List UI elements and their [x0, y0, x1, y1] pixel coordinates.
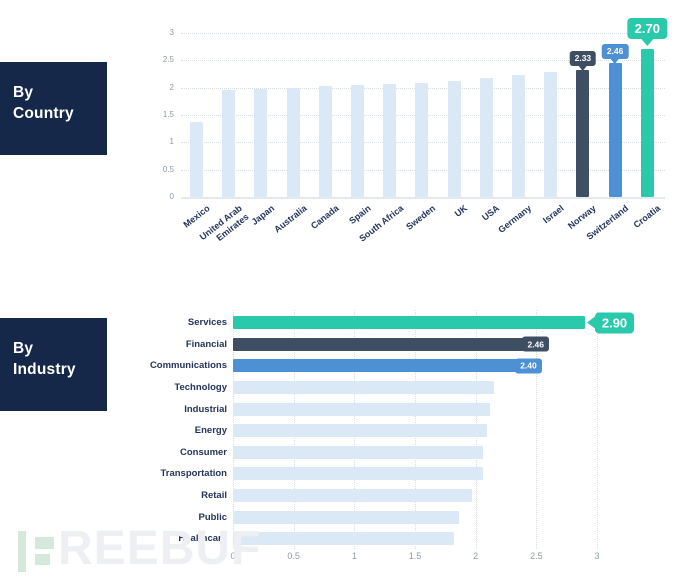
bar-israel: [544, 72, 558, 197]
country-bar-chart: 0 0.5 1 1.5 2 2.5 3 Mexico United Arab Emirates J…: [0, 0, 690, 290]
industry-bar-chart: 0 0.5 1 1.5 2 2.5 3 Services 2.90 Financial 2.46 Co…: [0, 290, 690, 581]
x-axis-tick-label: 3: [594, 551, 600, 561]
badge-pointer-down: [611, 58, 620, 64]
x-axis-line: [181, 197, 665, 199]
freebuf-watermark-text: REEBUF: [58, 522, 262, 575]
y-category-label-financial: Financial: [185, 338, 227, 350]
value-badge-text: 2.33: [569, 50, 597, 66]
x-axis-tick-label: 1: [351, 551, 357, 561]
gridline: [181, 33, 665, 34]
bar-public: [233, 510, 459, 524]
badge-pointer-left: [509, 361, 516, 370]
badge-pointer-down: [578, 65, 587, 71]
value-badge-text: 2.40: [515, 358, 542, 374]
y-axis-tick-label: 2: [169, 82, 174, 92]
freebuf-watermark: REEBUF: [16, 522, 260, 580]
x-category-label-australia: Australia: [271, 203, 309, 235]
bar-transportation: [233, 467, 483, 481]
x-category-label-spain: Spain: [347, 203, 373, 226]
bar-germany: [512, 75, 525, 197]
section-title-line: Industry: [13, 360, 76, 378]
value-badge-services: 2.90: [586, 312, 635, 333]
bar-canada: [318, 86, 332, 197]
gridline: [536, 310, 538, 549]
y-category-label-public: Public: [198, 511, 227, 523]
x-category-label-germany: Germany: [496, 203, 534, 235]
badge-pointer-left: [516, 340, 523, 349]
y-axis-tick-label: 1: [169, 137, 174, 147]
badge-pointer-left: [586, 316, 595, 329]
value-badge-switzerland: 2.46: [601, 43, 629, 64]
x-category-label-uk: UK: [452, 203, 470, 219]
y-axis-tick-label: 0: [169, 192, 174, 201]
bar-uk: [447, 80, 461, 197]
y-category-label-industrial: Industrial: [184, 403, 227, 415]
bar-services: [233, 316, 585, 329]
bar-industrial: [233, 402, 491, 416]
value-badge-text: 2.90: [594, 312, 635, 333]
x-axis-tick-label: 1.5: [408, 551, 422, 561]
bar-usa: [479, 77, 493, 197]
bar-united-arab-emirates: [222, 90, 236, 197]
value-badge-text: 2.46: [522, 336, 550, 352]
bar-japan: [254, 88, 268, 197]
value-badge-text: 2.46: [601, 43, 629, 59]
value-badge-financial: 2.46: [516, 336, 550, 352]
bar-communications: [233, 359, 525, 373]
x-category-label-usa: USA: [480, 203, 502, 223]
section-title-line: By: [13, 340, 34, 357]
bar-spain: [351, 84, 364, 197]
bar-australia: [286, 87, 300, 197]
y-axis-tick-label: 0.5: [162, 164, 174, 174]
x-axis-tick-label: 2.5: [530, 551, 543, 561]
bar-financial: [233, 337, 532, 351]
bar-technology: [233, 380, 494, 394]
value-badge-communications: 2.40: [509, 358, 542, 374]
x-axis-tick-label: 2: [473, 551, 479, 561]
bar-mexico: [190, 121, 203, 197]
x-category-label-croatia: Croatia: [631, 203, 663, 230]
bar-south-africa: [383, 83, 397, 197]
badge-pointer-down: [641, 39, 654, 47]
x-axis-tick-label: 0: [230, 551, 236, 561]
bar-sweden: [415, 83, 429, 197]
bar-healthcare: [233, 532, 454, 546]
gridline: [181, 60, 665, 62]
x-category-label-canada: Canada: [308, 203, 341, 231]
x-category-label-japan: Japan: [249, 203, 277, 227]
section-title-by-country: By Country: [0, 62, 107, 155]
bar-retail: [233, 489, 473, 503]
x-axis-tick-label: 0.5: [287, 551, 300, 561]
bar-norway: [576, 69, 590, 197]
bar-consumer: [233, 445, 483, 459]
y-category-label-healthcare: Healthcare: [178, 533, 227, 545]
value-badge-croatia: 2.70: [627, 18, 667, 47]
y-category-label-technology: Technology: [174, 381, 227, 393]
x-category-label-sweden: Sweden: [404, 203, 438, 232]
value-badge-text: 2.70: [627, 18, 667, 40]
y-category-label-consumer: Consumer: [180, 446, 227, 458]
section-title-line: Country: [13, 104, 74, 122]
y-category-label-retail: Retail: [201, 490, 227, 502]
y-category-label-services: Services: [187, 317, 227, 328]
value-badge-norway: 2.33: [569, 50, 597, 71]
x-category-label-israel: Israel: [541, 203, 566, 226]
y-axis-tick-label: 3: [169, 28, 174, 37]
section-title-line: By: [13, 84, 34, 101]
bar-energy: [233, 424, 487, 438]
y-category-label-communications: Communications: [149, 360, 227, 372]
y-category-label-energy: Energy: [194, 425, 227, 437]
y-category-label-transportation: Transportation: [160, 468, 227, 480]
bar-croatia: [640, 49, 654, 197]
y-axis-tick-label: 1.5: [162, 110, 174, 119]
section-title-by-industry: By Industry: [0, 318, 107, 411]
gridline: [597, 310, 598, 549]
bar-switzerland: [608, 62, 622, 197]
y-axis-tick-label: 2.5: [162, 55, 174, 65]
